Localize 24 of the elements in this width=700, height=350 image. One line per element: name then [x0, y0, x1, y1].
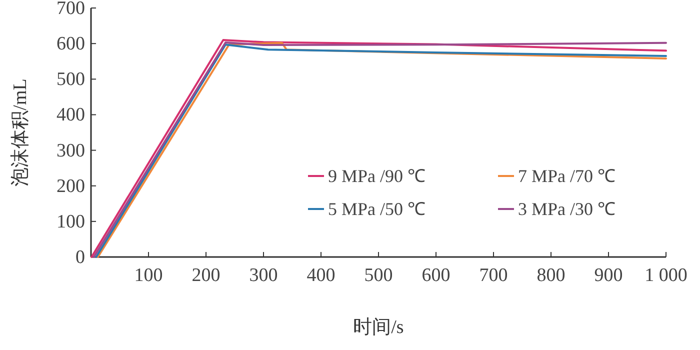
x-axis-title: 时间/s: [353, 317, 404, 338]
x-tick-label: 1 000: [644, 265, 688, 286]
y-tick-label: 400: [56, 104, 85, 126]
x-tick-label: 400: [306, 265, 336, 286]
legend-label: 9 MPa /90 ℃: [328, 166, 426, 186]
legend-label: 5 MPa /50 ℃: [328, 199, 426, 219]
x-tick-label: 200: [192, 265, 220, 286]
x-tick-label: 700: [479, 265, 508, 286]
x-tick-label: 500: [364, 265, 393, 286]
y-tick-label: 0: [76, 247, 85, 268]
legend-label: 3 MPa /30 ℃: [518, 199, 616, 219]
y-tick-label: 100: [56, 211, 85, 232]
y-tick-label: 300: [56, 140, 85, 162]
y-tick-label: 600: [56, 34, 85, 55]
y-tick-label: 200: [56, 176, 85, 197]
y-tick-label: 500: [56, 69, 85, 90]
y-tick-label: 700: [56, 0, 85, 19]
x-tick-label: 800: [536, 265, 566, 286]
x-tick-label: 300: [249, 265, 278, 286]
x-tick-label: 900: [594, 265, 623, 286]
y-axis-title: 泡沫体积/mL: [10, 78, 31, 186]
x-tick-label: 100: [134, 265, 163, 286]
x-tick-label: 600: [422, 265, 450, 286]
legend-label: 7 MPa /70 ℃: [518, 166, 616, 186]
